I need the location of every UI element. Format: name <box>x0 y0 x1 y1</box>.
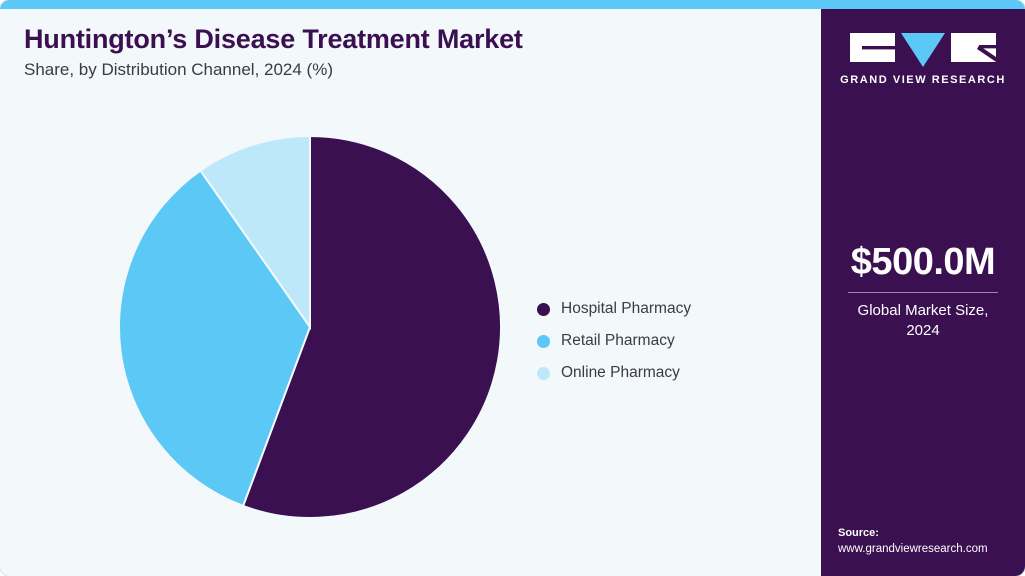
logo: GRAND VIEW RESEARCH <box>821 33 1025 86</box>
legend-label: Online Pharmacy <box>561 364 680 381</box>
source-label: Source: <box>838 526 879 539</box>
pie-slice[interactable] <box>199 136 311 331</box>
logo-wordmark: GRAND VIEW RESEARCH <box>840 74 1006 86</box>
market-size-caption: Global Market Size, 2024 <box>857 301 989 340</box>
pie-chart <box>119 136 501 518</box>
page-subtitle: Share, by Distribution Channel, 2024 (%) <box>24 60 333 79</box>
pie-slice[interactable] <box>241 136 501 518</box>
title-block: Huntington’s Disease Treatment Market Sh… <box>24 24 523 80</box>
pie-slice[interactable] <box>119 169 312 508</box>
source-url[interactable]: www.grandviewresearch.com <box>838 543 988 556</box>
pie-chart-svg <box>119 136 501 518</box>
pie-slice-group <box>119 136 501 518</box>
legend-swatch-icon <box>537 366 550 380</box>
legend-item-online-pharmacy[interactable]: Online Pharmacy <box>537 357 691 389</box>
page-title: Huntington’s Disease Treatment Market <box>24 24 523 54</box>
source-block: Source: www.grandviewresearch.com <box>838 525 1025 558</box>
brand-sidebar: GRAND VIEW RESEARCH $500.0M Global Marke… <box>821 9 1025 576</box>
stat-divider <box>848 291 998 293</box>
legend-swatch-icon <box>537 334 550 348</box>
legend-swatch-icon <box>537 302 550 316</box>
legend-label: Hospital Pharmacy <box>561 300 692 317</box>
legend-item-retail-pharmacy[interactable]: Retail Pharmacy <box>537 325 691 357</box>
legend-item-hospital-pharmacy[interactable]: Hospital Pharmacy <box>537 293 691 325</box>
chart-panel: Huntington’s Disease Treatment Market Sh… <box>0 9 821 576</box>
legend-label: Retail Pharmacy <box>561 332 675 349</box>
market-size-value: $500.0M <box>850 241 996 283</box>
top-accent-bar <box>0 0 1025 9</box>
v-triangle-icon <box>901 33 945 67</box>
logo-marks <box>821 33 1025 67</box>
market-size-stat: $500.0M Global Market Size, 2024 <box>821 241 1025 341</box>
chart-legend: Hospital Pharmacy Retail Pharmacy Online… <box>537 293 691 389</box>
g-mark-icon <box>850 33 895 62</box>
r-mark-icon <box>951 33 996 62</box>
